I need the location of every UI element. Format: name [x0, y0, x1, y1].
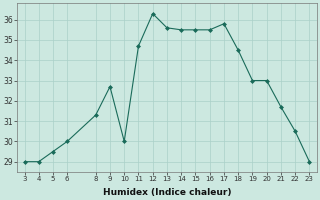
X-axis label: Humidex (Indice chaleur): Humidex (Indice chaleur)	[103, 188, 231, 197]
